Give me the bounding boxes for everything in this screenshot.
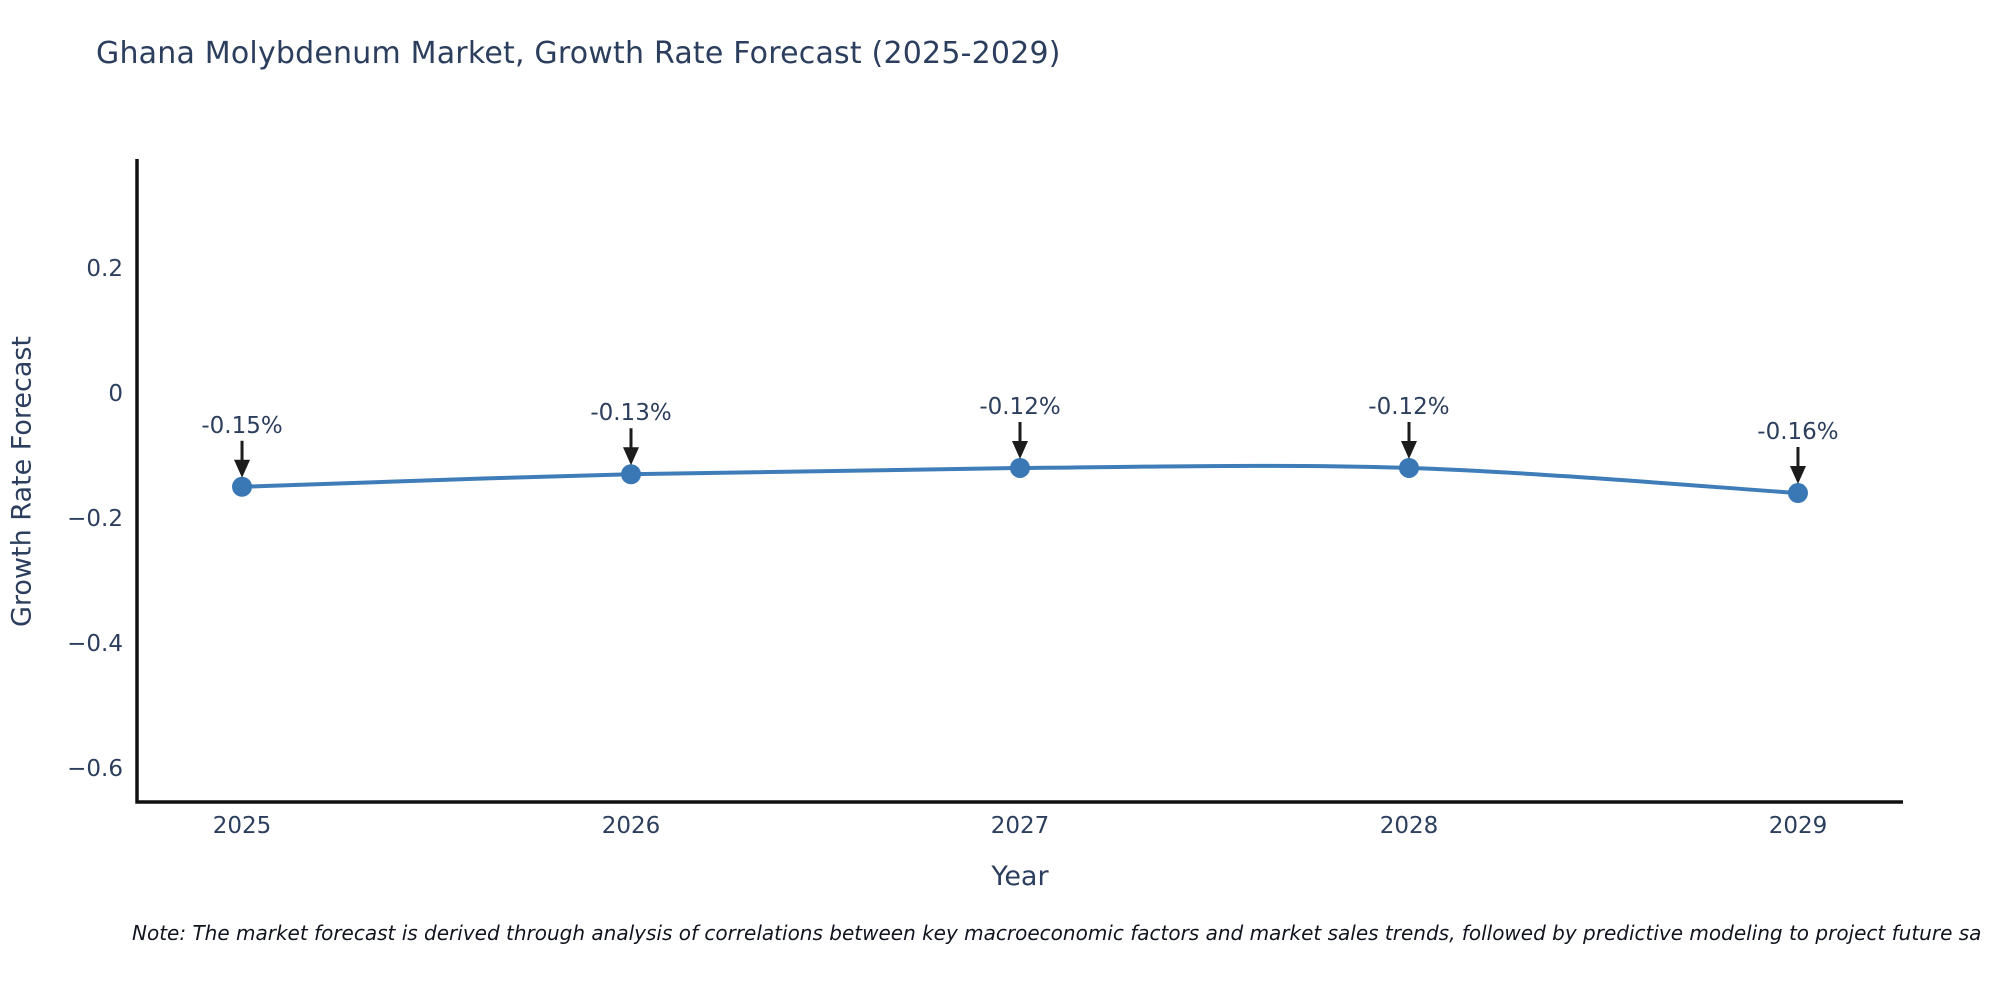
- annotation-label: -0.16%: [1757, 419, 1838, 445]
- y-tick-label: −0.6: [67, 756, 123, 782]
- y-tick-label: −0.4: [67, 631, 123, 657]
- x-tick-label: 2029: [1769, 813, 1828, 839]
- annotation-label: -0.15%: [201, 413, 282, 439]
- point-annotation: -0.12%: [1368, 394, 1450, 459]
- data-point-markers: [232, 457, 1808, 504]
- annotation-arrowhead-icon: [1012, 440, 1028, 459]
- footnote: Note: The market forecast is derived thr…: [132, 921, 1982, 945]
- x-tick-label: 2028: [1380, 813, 1439, 839]
- data-point-marker[interactable]: [232, 476, 253, 497]
- y-tick-label: 0.2: [86, 256, 123, 282]
- point-annotation: -0.13%: [590, 400, 672, 466]
- annotation-label: -0.12%: [979, 394, 1060, 420]
- annotation-arrowhead-icon: [234, 459, 251, 478]
- x-tick-label: 2025: [213, 813, 272, 839]
- point-annotation: -0.12%: [979, 394, 1061, 459]
- point-annotations: -0.15% -0.13% -0.12% -0.12% -0.16%: [201, 394, 1839, 485]
- data-point-marker[interactable]: [621, 464, 642, 485]
- point-annotation: -0.16%: [1757, 419, 1839, 485]
- x-axis-title: Year: [991, 861, 1049, 892]
- x-axis-ticks: 2025 2026 2027 2028 2029: [213, 813, 1827, 839]
- y-tick-label: 0: [108, 381, 123, 407]
- x-tick-label: 2027: [991, 813, 1050, 839]
- annotation-label: -0.12%: [1368, 394, 1449, 420]
- data-point-marker[interactable]: [1787, 483, 1808, 504]
- axis-lines: [135, 159, 1903, 804]
- annotation-label: -0.13%: [590, 400, 671, 426]
- data-point-marker[interactable]: [1010, 457, 1030, 478]
- annotation-arrowhead-icon: [1789, 466, 1806, 485]
- data-point-marker[interactable]: [1398, 457, 1419, 478]
- annotation-arrowhead-icon: [1400, 440, 1417, 459]
- annotation-arrowhead-icon: [623, 447, 640, 466]
- x-tick-label: 2026: [602, 813, 661, 839]
- chart-title: Ghana Molybdenum Market, Growth Rate For…: [96, 36, 1061, 71]
- y-tick-label: −0.2: [67, 506, 123, 532]
- y-axis-ticks: 0.2 0 −0.2 −0.4 −0.6: [67, 256, 123, 782]
- point-annotation: -0.15%: [201, 413, 283, 478]
